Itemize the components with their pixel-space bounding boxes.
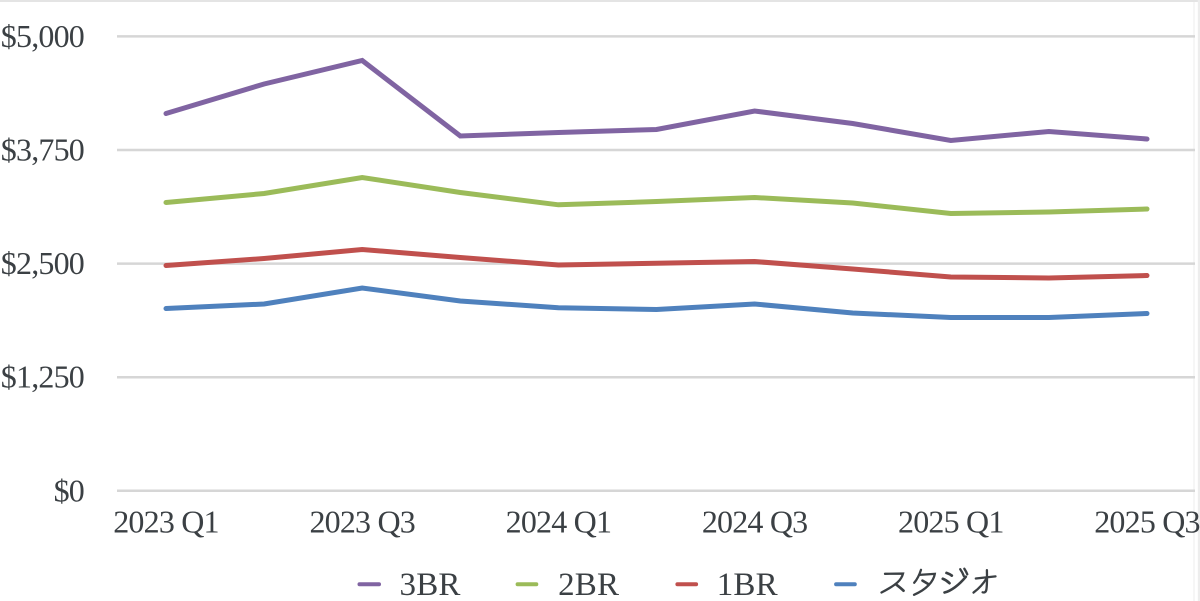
svg-text:2025 Q1: 2025 Q1 <box>898 504 1004 540</box>
svg-text:2025 Q3: 2025 Q3 <box>1094 504 1200 540</box>
svg-text:1BR: 1BR <box>717 567 778 601</box>
svg-text:3BR: 3BR <box>400 567 461 601</box>
svg-text:$3,750: $3,750 <box>1 132 84 168</box>
svg-text:2BR: 2BR <box>558 567 619 601</box>
svg-text:$0: $0 <box>54 472 84 508</box>
svg-text:$1,250: $1,250 <box>1 359 84 395</box>
svg-text:2024 Q3: 2024 Q3 <box>702 504 808 540</box>
svg-text:$2,500: $2,500 <box>1 245 84 281</box>
svg-text:2024 Q1: 2024 Q1 <box>506 504 612 540</box>
svg-text:2023 Q3: 2023 Q3 <box>309 504 415 540</box>
svg-text:$5,000: $5,000 <box>1 18 84 54</box>
svg-text:2023 Q1: 2023 Q1 <box>113 504 219 540</box>
